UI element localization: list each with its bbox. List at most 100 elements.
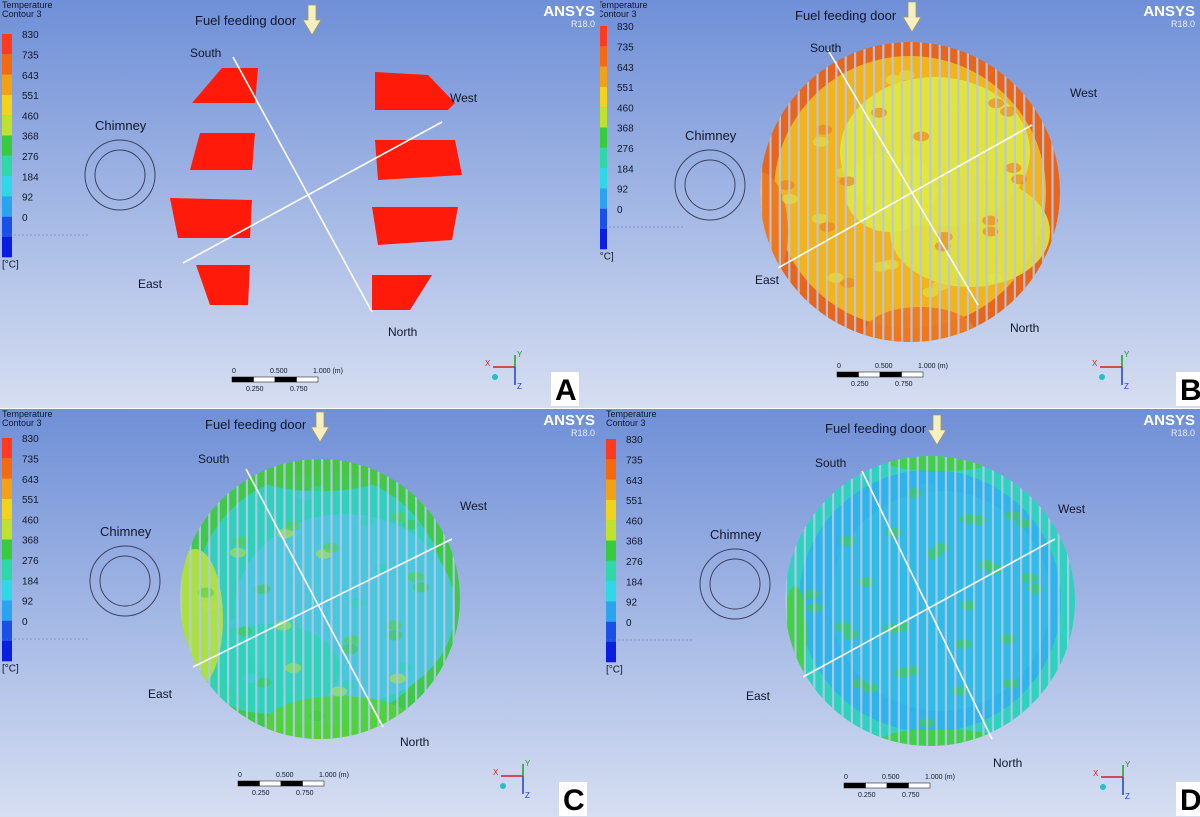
temperature-spot <box>839 176 856 187</box>
y-axis-label: Y <box>517 350 523 359</box>
west-label: West <box>1058 502 1086 516</box>
grate-gap <box>825 42 828 342</box>
reference-line-south-north <box>245 468 384 728</box>
ansys-version: R18.0 <box>1171 428 1195 438</box>
chimney-label: Chimney <box>95 118 147 133</box>
grate-gap <box>813 456 816 746</box>
scale-label: 0 <box>238 772 242 779</box>
grate-gap <box>180 459 183 739</box>
legend-subtitle: Contour 3 <box>2 418 42 428</box>
grate-gap <box>311 459 314 739</box>
scale-bar-segment <box>296 376 319 383</box>
temperature-region <box>245 459 395 491</box>
grate-gap <box>264 459 267 739</box>
down-arrow-icon <box>302 4 322 36</box>
legend-color-swatch <box>2 34 12 55</box>
south-label: South <box>190 46 221 60</box>
triad-origin-dot <box>1099 374 1105 380</box>
legend-color-swatch <box>606 499 616 521</box>
temperature-disc <box>170 68 462 310</box>
legend-color-swatch <box>2 641 12 662</box>
grate-gap <box>803 456 806 746</box>
scale-label: 0.250 <box>858 792 876 799</box>
legend-color-swatch <box>606 479 616 500</box>
scale-label: 0.250 <box>246 386 264 393</box>
legend-color-swatch <box>606 581 616 602</box>
scale-label: 0 <box>844 774 848 781</box>
legend-color-swatch <box>606 560 616 582</box>
legend-color-swatch <box>606 459 616 480</box>
grate-gap <box>916 456 919 746</box>
temperature-spot <box>322 542 339 553</box>
legend-tick-label: 368 <box>617 124 634 135</box>
ansys-version: R18.0 <box>1171 19 1195 29</box>
legend-color-swatch <box>600 188 607 209</box>
grate-gap <box>1057 456 1060 746</box>
ansys-logo: ANSYS <box>1143 3 1195 20</box>
legend-color-swatch <box>2 458 12 479</box>
hot-segment <box>375 140 462 180</box>
legend-tick-label: 830 <box>617 22 634 33</box>
scale-label: 1.000 (m) <box>319 772 349 779</box>
grate-gap <box>816 42 819 342</box>
hot-segment <box>192 68 258 103</box>
temperature-spot <box>1004 510 1021 521</box>
temperature-region <box>880 729 1000 746</box>
legend-tick-label: 0 <box>617 205 623 216</box>
legend-color-swatch <box>600 229 607 250</box>
legend-color-swatch <box>2 539 12 560</box>
scale-bar-segment <box>908 782 931 789</box>
reference-line-south-north <box>861 470 993 740</box>
legend-color-swatch <box>606 642 616 663</box>
temperature-spot <box>391 512 408 523</box>
reference-line-east-west <box>802 538 1056 678</box>
grate-gap <box>919 42 922 342</box>
legend-tick-label: 0 <box>626 618 632 629</box>
east-label: East <box>755 273 780 287</box>
temperature-spot <box>283 520 300 531</box>
scale-label: 0 <box>837 363 841 370</box>
legend-color-swatch <box>606 621 616 642</box>
scale-label: 0.250 <box>851 381 869 388</box>
grate-gap <box>882 42 885 342</box>
legend-tick-label: 184 <box>22 172 39 183</box>
temperature-spot <box>1005 162 1022 173</box>
grate-gap <box>788 42 791 342</box>
scale-label: 0.500 <box>276 772 294 779</box>
grate-gap <box>897 456 900 746</box>
legend-color-swatch <box>600 107 607 128</box>
x-axis-label: X <box>485 359 491 368</box>
grate-gap <box>198 459 201 739</box>
z-axis-label: Z <box>1125 792 1130 801</box>
legend-color-swatch <box>2 54 12 75</box>
north-label: North <box>388 325 417 339</box>
grate-gap <box>888 456 891 746</box>
grate-gap <box>1051 42 1054 342</box>
legend-tick-label: 0 <box>22 213 28 224</box>
chimney-label: Chimney <box>710 527 762 542</box>
legend-color-swatch <box>2 74 12 95</box>
down-arrow-icon <box>927 414 947 446</box>
legend-color-swatch <box>2 438 12 459</box>
legend-color-swatch <box>2 216 12 237</box>
grate-gap <box>1023 42 1026 342</box>
y-axis-label: Y <box>525 759 531 768</box>
temperature-spot <box>358 516 375 527</box>
legend-tick-label: 551 <box>626 496 643 507</box>
grate-gap <box>901 42 904 342</box>
ansys-version: R18.0 <box>571 428 595 438</box>
grate-gap <box>208 459 211 739</box>
south-label: South <box>815 456 846 470</box>
legend-tick-label: 735 <box>22 50 39 61</box>
legend-tick-label: 460 <box>22 111 39 122</box>
legend-subtitle: Contour 3 <box>600 9 637 19</box>
hot-segment <box>190 133 255 170</box>
grate-gap <box>948 42 951 342</box>
legend-tick-label: 551 <box>22 91 39 102</box>
scale-bar-segment <box>886 782 909 789</box>
fuel-door-label: Fuel feeding door <box>795 8 897 23</box>
scale-bar-segment <box>280 780 303 787</box>
legend-color-swatch <box>2 519 12 540</box>
grate-gap <box>778 42 781 342</box>
legend-color-swatch <box>600 208 607 229</box>
